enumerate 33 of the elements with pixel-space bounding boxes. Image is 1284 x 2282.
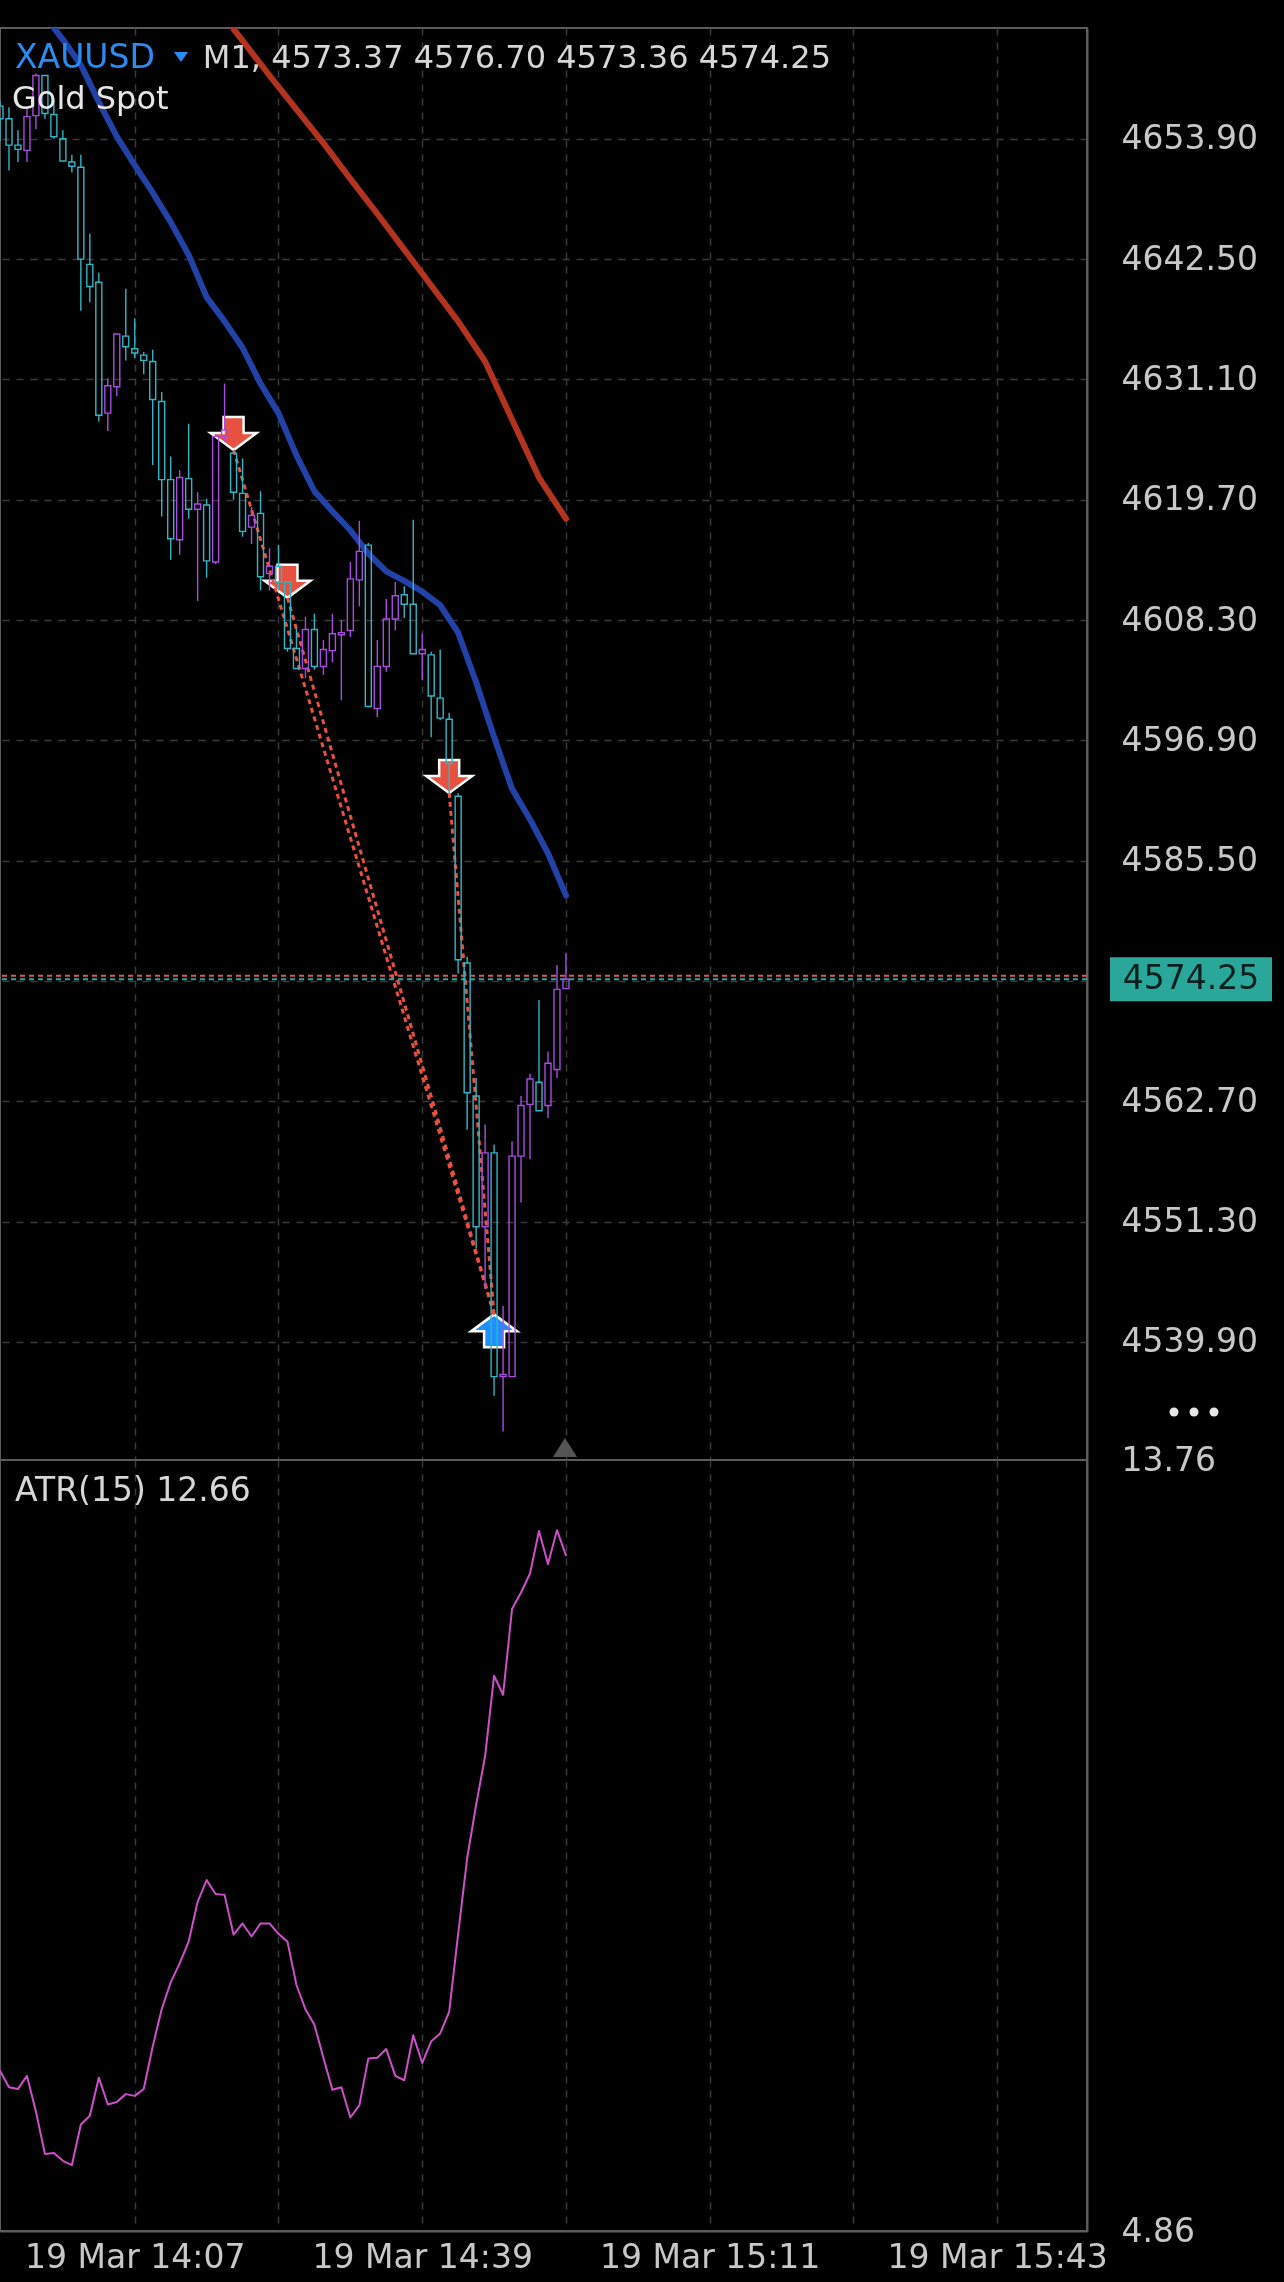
candlestick	[355, 520, 364, 607]
x-tick-label: 19 Mar 15:11	[600, 2236, 821, 2276]
x-tick-label: 19 Mar 14:39	[312, 2236, 533, 2276]
y-tick-label: 4585.50	[1121, 840, 1258, 880]
candlestick	[562, 952, 570, 990]
y-tick-label: 4642.50	[1121, 238, 1258, 278]
candlestick	[454, 792, 462, 975]
candlestick	[292, 627, 301, 670]
y-tick-label: 4539.90	[1121, 1321, 1258, 1361]
y-tick-label: 4596.90	[1121, 719, 1258, 759]
ref-line-label: 4574.25	[1122, 958, 1260, 998]
chart-title: ATR(15) 12.66	[15, 1470, 251, 1509]
candlestick	[526, 1073, 534, 1160]
x-tick-label: 19 Mar 15:43	[887, 2236, 1108, 2276]
y-tick-label: 4551.30	[1121, 1201, 1258, 1241]
y-tick-label: 4631.10	[1121, 358, 1258, 398]
candlestick	[77, 153, 85, 312]
candlestick	[463, 955, 471, 1131]
candlestick	[409, 519, 417, 655]
y-tick-label: 4.86	[1121, 2210, 1195, 2250]
x-tick-label: 19 Mar 14:07	[25, 2236, 246, 2276]
line-series	[0, 1529, 567, 2167]
y-tick-label: 4608.30	[1121, 599, 1258, 639]
y-tick-label: 4562.70	[1121, 1080, 1258, 1120]
candlestick	[166, 455, 175, 561]
candlestick	[481, 1123, 489, 1290]
candlestick	[535, 999, 543, 1112]
candlestick	[490, 1143, 498, 1397]
candlestick	[445, 712, 453, 795]
y-tick-label: 4653.90	[1121, 118, 1258, 158]
y-tick-label: 4619.70	[1121, 479, 1258, 519]
candlestick	[472, 1077, 480, 1249]
y-tick-label: 13.76	[1121, 1439, 1216, 1479]
